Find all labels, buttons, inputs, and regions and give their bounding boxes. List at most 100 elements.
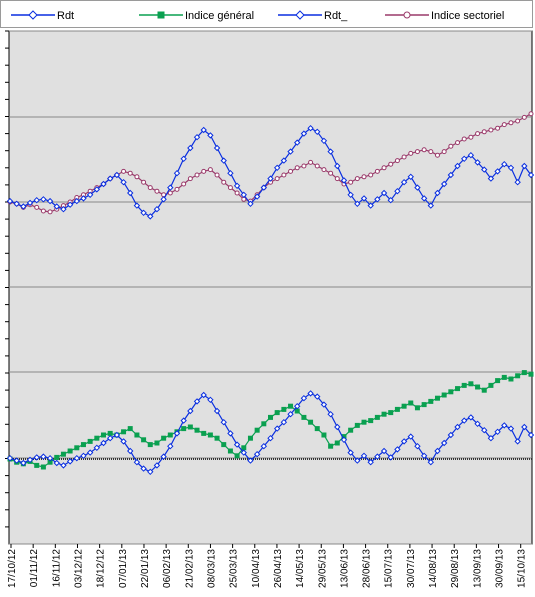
series-rdt-lower-point — [153, 462, 161, 469]
series-indice-sectoriel-point — [288, 168, 294, 174]
series-indice-sectoriel-point — [147, 185, 153, 191]
series-indice-sectoriel-point — [181, 181, 187, 187]
series-indice-sectoriel-point — [281, 172, 287, 178]
series-rdt-upper-point — [240, 191, 247, 199]
series-indice-sectoriel-point — [141, 179, 147, 185]
series-rdt-lower-point — [207, 396, 214, 404]
series-indice-sectoriel-point — [528, 111, 534, 117]
x-tick-label: 03/12/12 — [73, 549, 84, 588]
legend-marker-indice-general — [139, 11, 183, 19]
series-indice-sectoriel-point — [394, 158, 400, 164]
series-rdt-lower-point — [66, 458, 74, 465]
series-rdt-lower-point — [307, 390, 314, 397]
series-indice-general-point — [501, 374, 507, 380]
series-indice-sectoriel-point — [121, 168, 127, 174]
legend-marker-rdt-2 — [278, 10, 322, 20]
series-rdt-upper-point — [501, 160, 508, 168]
series-indice-general-point — [334, 440, 340, 446]
series-rdt-lower-point — [233, 441, 241, 448]
series-rdt-lower-point — [140, 465, 147, 472]
series-rdt-upper-point — [233, 182, 241, 190]
x-tick-label: 10/04/13 — [251, 549, 262, 588]
series-indice-sectoriel-point — [167, 190, 173, 196]
series-rdt-lower-point — [300, 394, 308, 402]
series-indice-sectoriel-point — [354, 176, 360, 182]
series-indice-general-point — [254, 427, 260, 433]
series-rdt-lower-point — [227, 430, 234, 437]
series-rdt-lower-point — [360, 452, 368, 460]
series-indice-general-point — [60, 451, 66, 457]
x-tick-label: 15/07/13 — [384, 549, 395, 588]
series-rdt-upper-point — [434, 189, 441, 197]
series-indice-sectoriel-point — [481, 129, 487, 135]
series-indice-general-point — [167, 432, 173, 438]
series-rdt-lower-point — [93, 444, 101, 452]
legend-label-rdt-2: Rdt_ — [324, 10, 348, 22]
series-indice-sectoriel-point — [521, 114, 527, 120]
series-rdt-lower-point — [260, 442, 268, 450]
series-rdt-upper-point — [153, 205, 161, 213]
series-rdt-upper-point — [180, 155, 187, 163]
series-rdt-lower-point — [40, 453, 47, 460]
series-rdt-upper-point — [467, 151, 475, 159]
series-indice-general-point — [388, 410, 394, 416]
series-rdt-lower-point — [53, 459, 60, 467]
series-indice-general-point — [161, 435, 167, 441]
x-tick-label: 14/08/13 — [428, 549, 439, 588]
series-indice-sectoriel-point — [468, 134, 474, 140]
series-indice-sectoriel-point — [461, 136, 467, 142]
series-indice-sectoriel-point — [495, 125, 501, 131]
series-indice-sectoriel-point — [328, 170, 334, 176]
series-indice-general-point — [381, 411, 387, 417]
series-rdt-lower-point — [287, 410, 294, 418]
series-rdt-lower-point — [60, 462, 67, 469]
x-tick-label: 22/01/13 — [140, 549, 151, 588]
series-indice-sectoriel-point — [428, 149, 434, 155]
series-rdt-upper-point — [160, 196, 167, 203]
series-indice-general-point — [107, 430, 113, 436]
series-indice-sectoriel-point — [34, 204, 40, 210]
series-indice-general-point — [181, 426, 187, 432]
series-indice-general-point — [428, 398, 434, 404]
x-tick-label: 01/11/12 — [29, 549, 40, 588]
series-indice-general-point — [101, 432, 107, 438]
series-rdt-lower-point — [200, 391, 207, 399]
series-indice-general-point — [281, 406, 287, 412]
series-indice-sectoriel-point — [154, 188, 160, 194]
series-rdt-lower-point — [354, 457, 361, 464]
series-indice-general-point — [441, 392, 447, 398]
series-rdt-upper-point — [227, 169, 234, 177]
series-indice-general-point — [127, 426, 133, 432]
series-rdt-lower-point — [167, 442, 174, 450]
series-rdt-lower-point — [521, 423, 528, 431]
series-rdt-lower-point — [387, 454, 394, 461]
series-indice-general-point — [488, 382, 494, 388]
series-rdt-upper-point — [13, 200, 20, 208]
series-indice-general-point — [328, 443, 334, 449]
series-indice-sectoriel-point — [134, 174, 140, 180]
series-rdt-lower-point — [407, 433, 414, 440]
series-indice-sectoriel-point — [294, 165, 300, 171]
series-rdt-upper-point — [367, 202, 374, 209]
series-rdt-upper-point — [521, 162, 528, 170]
legend-marker-rdt — [11, 10, 55, 20]
series-indice-sectoriel-point — [348, 179, 354, 185]
series-rdt-upper-point — [213, 144, 221, 152]
series-rdt-lower-point — [133, 458, 141, 466]
x-tick-label: 07/01/13 — [118, 549, 129, 588]
series-indice-general-point — [261, 421, 267, 427]
series-rdt-lower-point — [280, 418, 288, 426]
series-indice-general-point — [461, 382, 467, 388]
series-indice-sectoriel-point — [214, 172, 220, 178]
series-rdt-lower-point — [247, 457, 254, 464]
series-rdt-upper-point — [247, 200, 254, 208]
series-indice-sectoriel-point — [201, 168, 207, 174]
series-rdt-lower-point — [213, 407, 221, 415]
series-indice-general-point — [221, 442, 227, 448]
series-rdt-upper-point — [260, 184, 268, 191]
series-indice-general-point — [141, 437, 147, 443]
series-indice-sectoriel-point — [47, 209, 53, 215]
series-rdt-upper-point — [273, 164, 281, 172]
series-rdt-upper-point — [86, 191, 94, 199]
series-indice-sectoriel-point — [174, 186, 180, 192]
